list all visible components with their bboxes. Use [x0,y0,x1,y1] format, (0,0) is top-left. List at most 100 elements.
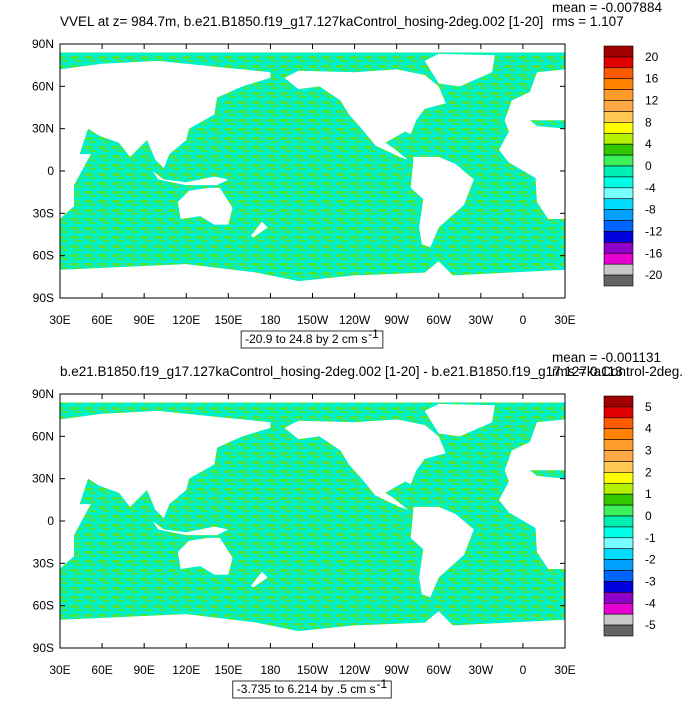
lon-label: 30E [554,313,575,327]
lon-label: 180 [260,313,280,327]
lon-label: 150E [214,313,242,327]
lat-label: 90S [33,291,54,305]
colorbar-label: 4 [645,137,652,151]
rms-label: rms = 0.113 [552,364,623,379]
lat-label: 0 [47,514,54,528]
colorbar-label: -5 [645,618,656,632]
colorbar-box [603,439,634,451]
colorbar-box [603,515,634,528]
colorbar-label: 8 [645,115,652,129]
colorbar-label: -4 [645,596,656,610]
land [284,69,446,160]
colorbar-box [603,165,634,178]
lon-label: 120E [172,313,200,327]
land [177,537,233,575]
colorbar-label: -1 [645,531,656,545]
colorbar-box [603,89,634,101]
panel-title: VVEL at z= 984.7m, b.e21.B1850.f19_g17.1… [60,14,543,29]
colorbar-box [603,143,634,156]
colorbar-box [603,209,634,221]
range-box [232,680,392,699]
land [410,506,474,598]
colorbar-box [603,472,634,484]
colorbar-box [603,274,634,287]
colorbar-box [603,100,634,112]
panel-title: b.e21.B1850.f19_g17.127kaControl_hosing-… [60,364,683,379]
colorbar-box [603,581,634,593]
lon-label: 60W [426,313,451,327]
lon-label: 0 [520,663,527,677]
lat-label: 60S [33,249,54,263]
colorbar-box [603,263,634,276]
mean-label: mean = -0.007884 [552,0,662,15]
lon-label: 90E [133,663,154,677]
colorbar-box [603,45,634,58]
colorbar-box [603,559,634,571]
colorbar-box [603,570,634,582]
colorbar-box [603,613,634,626]
land [60,410,271,569]
lon-label: 30E [49,663,70,677]
lon-label: 120E [172,663,200,677]
colorbar-box [603,78,634,90]
colorbar-label: -2 [645,553,656,567]
land [424,53,495,87]
lat-label: 90N [32,37,54,51]
colorbar-label: 4 [645,422,652,436]
lon-label: 60W [426,663,451,677]
colorbar-box [603,176,634,189]
land [177,187,233,225]
colorbar-box [603,548,634,560]
land [499,69,565,219]
colorbar-box [603,461,634,473]
colorbar-box [603,504,634,517]
lat-label: 30S [33,556,54,570]
range-text: -3.735 to 6.214 by .5 cm s [237,682,376,696]
range-text: -20.9 to 24.8 by 2 cm s [245,332,367,346]
colorbar-label: 20 [645,50,659,64]
colorbar-box [603,198,634,210]
lon-label: 150E [214,663,242,677]
land [60,611,565,648]
land [250,571,268,588]
lon-label: 0 [520,313,527,327]
lon-label: 120W [339,663,371,677]
colorbar-box [603,252,634,265]
colorbar-box [603,111,634,123]
land [250,221,268,238]
colorbar-box [603,154,634,167]
lon-label: 90W [384,313,409,327]
colorbar-label: 1 [645,487,652,501]
lon-label: 150W [297,313,329,327]
colorbar-label: 0 [645,509,652,523]
land [410,156,474,248]
range-sup: -1 [368,327,379,341]
range-info: -20.9 to 24.8 by 2 cm s -1 [245,327,379,346]
mean-label: mean = -0.001131 [552,350,661,365]
colorbar-box [603,220,634,232]
colorbar-box [603,493,634,506]
colorbar-box [603,526,634,539]
colorbar-box [603,395,634,408]
lat-label: 90N [32,387,54,401]
lon-label: 180 [260,663,280,677]
colorbar-box [603,242,634,254]
colorbar-box [603,56,634,69]
colorbar-label: 16 [645,72,659,86]
lat-label: 0 [47,164,54,178]
lat-label: 30N [32,472,54,486]
lon-label: 120W [339,313,371,327]
colorbar-box [603,537,634,550]
lon-label: 90W [384,663,409,677]
colorbar-box [603,592,634,604]
colorbar-label: -20 [645,268,663,282]
colorbar-label: 0 [645,159,652,173]
colorbar-label: 5 [645,400,652,414]
lon-label: 30E [554,663,575,677]
land [499,419,565,569]
lat-label: 60N [32,429,54,443]
lat-label: 30S [33,206,54,220]
colorbar-box [603,602,634,615]
range-info: -3.735 to 6.214 by .5 cm s -1 [237,677,388,696]
